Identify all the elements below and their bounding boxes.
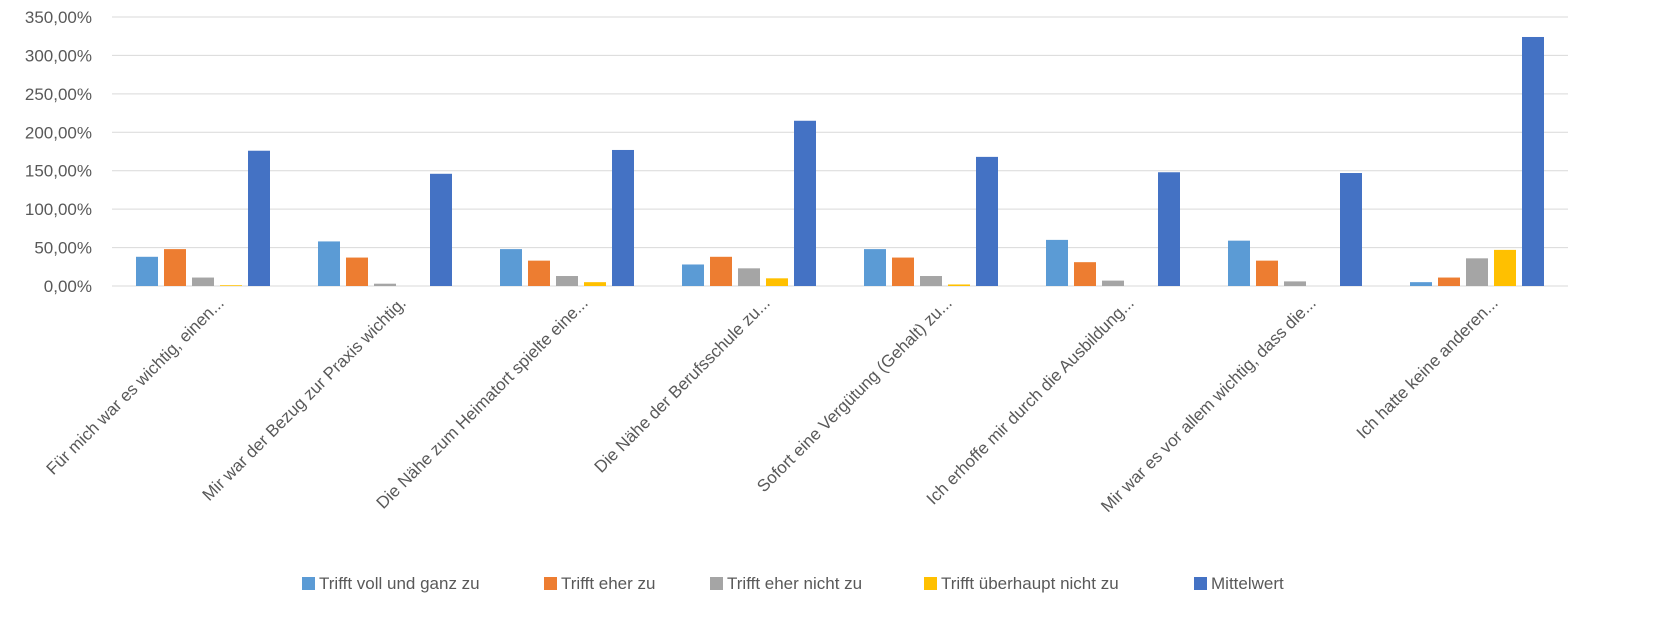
y-tick-label: 0,00% — [44, 277, 92, 296]
bar — [710, 256, 732, 286]
bar — [1228, 240, 1250, 286]
bar — [738, 268, 760, 286]
bar — [1522, 36, 1544, 287]
bar — [556, 276, 578, 286]
bar — [1438, 277, 1460, 286]
y-tick-label: 300,00% — [25, 46, 92, 65]
gridlines — [112, 16, 1568, 287]
legend-swatch — [1194, 577, 1207, 590]
bar — [1466, 258, 1488, 286]
legend-item: Trifft voll und ganz zu — [302, 574, 480, 593]
bar — [220, 285, 242, 286]
x-axis-category-labels: Für mich war es wichtig, einen...Mir war… — [43, 293, 1502, 516]
bar — [766, 278, 788, 286]
bar — [430, 173, 452, 286]
bar — [584, 282, 606, 286]
legend-item: Trifft eher zu — [544, 574, 655, 593]
legend-swatch — [924, 577, 937, 590]
bar — [248, 150, 270, 286]
bar — [612, 149, 634, 286]
x-category-label: Ich erhoffe mir durch die Ausbildung... — [923, 293, 1138, 508]
bar — [948, 284, 970, 286]
legend-swatch — [710, 577, 723, 590]
x-category-label: Mir war es vor allem wichtig, dass die..… — [1097, 293, 1320, 516]
bar — [1074, 262, 1096, 286]
legend-label: Trifft eher nicht zu — [727, 574, 862, 593]
y-tick-label: 100,00% — [25, 200, 92, 219]
bar — [864, 249, 886, 286]
y-tick-label: 150,00% — [25, 162, 92, 181]
x-category-label: Sofort eine Vergütung (Gehalt) zu... — [753, 293, 956, 496]
bar — [976, 156, 998, 286]
legend: Trifft voll und ganz zu Trifft eher zu Tri… — [302, 574, 1284, 593]
legend-label: Mittelwert — [1211, 574, 1284, 593]
bar — [346, 257, 368, 286]
x-category-label: Die Nähe zum Heimatort spielte eine... — [373, 293, 592, 512]
bar — [374, 283, 396, 286]
bar — [1340, 173, 1362, 286]
bar — [1284, 281, 1306, 286]
bar — [1046, 239, 1068, 286]
bars — [136, 36, 1544, 287]
legend-label: Trifft überhaupt nicht zu — [941, 574, 1119, 593]
bar — [528, 260, 550, 286]
bar — [920, 276, 942, 286]
y-axis-tick-labels: 0,00% 50,00% 100,00% 150,00% 200,00% 250,00% 3… — [25, 8, 92, 296]
y-tick-label: 200,00% — [25, 123, 92, 142]
x-category-label: Ich hatte keine anderen... — [1353, 293, 1502, 442]
bar — [1410, 282, 1432, 286]
y-tick-label: 350,00% — [25, 8, 92, 27]
bar — [1494, 249, 1516, 286]
legend-item: Trifft eher nicht zu — [710, 574, 862, 593]
legend-label: Trifft eher zu — [561, 574, 655, 593]
legend-item: Trifft überhaupt nicht zu — [924, 574, 1119, 593]
y-tick-label: 250,00% — [25, 85, 92, 104]
legend-swatch — [544, 577, 557, 590]
x-category-label: Für mich war es wichtig, einen... — [43, 293, 228, 478]
y-tick-label: 50,00% — [34, 239, 92, 258]
bar — [682, 264, 704, 286]
x-category-label: Die Nähe der Berufsschule zu... — [591, 293, 774, 476]
bar — [794, 120, 816, 286]
bar — [500, 249, 522, 286]
bar — [1256, 260, 1278, 286]
legend-item: Mittelwert — [1194, 574, 1284, 593]
bar — [318, 241, 340, 286]
bar — [136, 256, 158, 286]
bar — [192, 277, 214, 286]
x-category-label: Mir war der Bezug zur Praxis wichtig. — [199, 293, 410, 504]
bar — [1102, 280, 1124, 286]
bar — [892, 257, 914, 286]
bar — [164, 249, 186, 286]
legend-label: Trifft voll und ganz zu — [319, 574, 480, 593]
legend-swatch — [302, 577, 315, 590]
bar — [1158, 172, 1180, 286]
